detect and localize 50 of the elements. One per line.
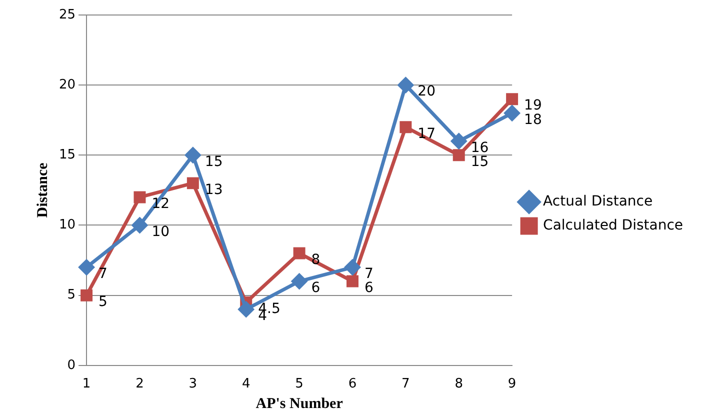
point xyxy=(400,121,412,134)
data-label: 7 xyxy=(364,266,374,282)
x-tick-label: 6 xyxy=(348,376,357,392)
y-axis-title: Distance xyxy=(34,162,51,218)
data-label: 8 xyxy=(311,252,320,268)
data-label: 15 xyxy=(204,154,223,170)
point xyxy=(398,77,414,93)
data-label: 6 xyxy=(311,280,320,296)
point xyxy=(452,149,465,162)
y-tick-label: 20 xyxy=(58,77,76,92)
point xyxy=(451,133,467,149)
x-tick-label: 9 xyxy=(508,376,516,392)
point xyxy=(506,93,518,106)
data-label: 6 xyxy=(364,280,374,296)
data-label: 7 xyxy=(98,266,108,282)
data-label: 15 xyxy=(470,154,489,170)
data-label: 19 xyxy=(524,98,542,114)
point xyxy=(78,260,94,276)
data-label: 16 xyxy=(470,140,489,156)
point xyxy=(292,274,308,290)
point xyxy=(293,247,306,260)
legend-label: Actual Distance xyxy=(543,194,653,210)
x-tick-label: 8 xyxy=(454,376,464,392)
point xyxy=(504,105,520,121)
point xyxy=(346,275,358,288)
y-tick-label: 5 xyxy=(67,288,76,303)
data-label: 20 xyxy=(418,84,436,100)
x-tick-label: 3 xyxy=(188,376,198,392)
x-axis-title: AP's Number xyxy=(256,396,344,412)
data-label: 10 xyxy=(152,224,170,240)
x-tick-label: 5 xyxy=(295,376,304,392)
point xyxy=(185,147,201,163)
y-tick-label: 0 xyxy=(67,358,76,373)
legend-label: Calculated Distance xyxy=(543,218,684,234)
point xyxy=(80,289,93,302)
y-tick-label: 15 xyxy=(58,148,76,163)
point xyxy=(186,177,199,190)
point xyxy=(132,217,148,233)
point xyxy=(238,302,254,318)
y-tick-label: 10 xyxy=(58,218,76,233)
y-tick-label: 25 xyxy=(58,7,76,22)
point xyxy=(134,191,146,204)
data-label: 13 xyxy=(204,182,223,198)
x-tick-label: 1 xyxy=(82,376,91,392)
data-label: 5 xyxy=(98,294,108,310)
x-tick-label: 7 xyxy=(402,376,410,392)
data-label: 18 xyxy=(524,112,542,128)
x-tick-label: 2 xyxy=(136,376,144,392)
point xyxy=(344,260,360,276)
x-tick-label: 4 xyxy=(242,376,250,392)
